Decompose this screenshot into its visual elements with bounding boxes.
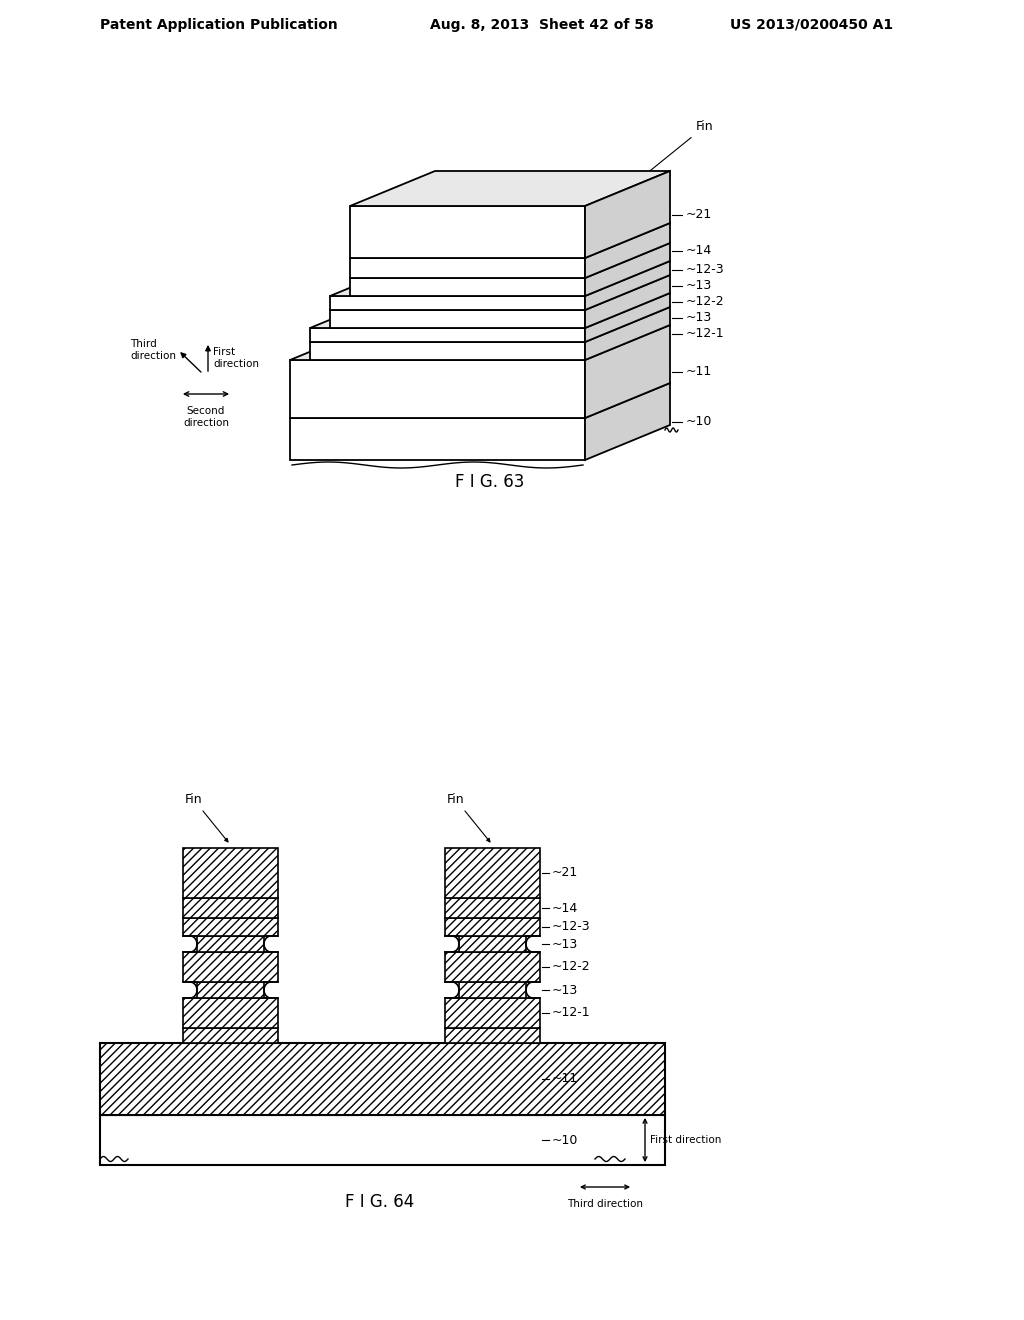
Polygon shape (350, 206, 585, 257)
Polygon shape (330, 296, 585, 310)
Polygon shape (183, 998, 278, 1028)
Polygon shape (585, 275, 670, 327)
Text: Fin: Fin (185, 793, 228, 842)
Text: US 2013/0200450 A1: US 2013/0200450 A1 (730, 18, 893, 32)
Text: ~11: ~11 (552, 1072, 579, 1085)
Polygon shape (330, 275, 670, 310)
Polygon shape (290, 360, 585, 418)
Polygon shape (310, 327, 585, 342)
Polygon shape (197, 936, 264, 952)
Text: ~13: ~13 (686, 279, 713, 292)
Polygon shape (310, 293, 670, 327)
Polygon shape (445, 952, 540, 982)
Text: First
direction: First direction (213, 347, 259, 368)
Polygon shape (350, 172, 670, 206)
Polygon shape (350, 257, 585, 279)
Text: ~12-2: ~12-2 (686, 294, 725, 308)
Polygon shape (330, 310, 585, 327)
Polygon shape (350, 279, 585, 296)
Polygon shape (445, 898, 540, 917)
Polygon shape (445, 998, 540, 1028)
Polygon shape (183, 917, 278, 936)
Polygon shape (310, 342, 585, 360)
Text: ~11: ~11 (686, 366, 713, 378)
Text: ~21: ~21 (552, 866, 579, 879)
Text: ~13: ~13 (552, 983, 579, 997)
Polygon shape (585, 261, 670, 310)
Polygon shape (585, 383, 670, 459)
Text: Aug. 8, 2013  Sheet 42 of 58: Aug. 8, 2013 Sheet 42 of 58 (430, 18, 653, 32)
Text: ~10: ~10 (686, 414, 713, 428)
Text: Fin: Fin (635, 120, 714, 183)
Polygon shape (585, 293, 670, 342)
Polygon shape (100, 1115, 665, 1166)
Polygon shape (459, 936, 526, 952)
Polygon shape (183, 898, 278, 917)
Text: ~12-3: ~12-3 (686, 263, 725, 276)
Text: Third
direction: Third direction (130, 339, 176, 360)
Text: ~21: ~21 (686, 209, 713, 220)
Polygon shape (183, 952, 278, 982)
Text: Third direction: Third direction (567, 1199, 643, 1209)
Text: F I G. 63: F I G. 63 (456, 473, 524, 491)
Polygon shape (350, 223, 670, 257)
Polygon shape (445, 1028, 540, 1043)
Text: ~14: ~14 (686, 244, 713, 257)
Polygon shape (290, 325, 670, 360)
Polygon shape (330, 261, 670, 296)
Text: ~10: ~10 (552, 1134, 579, 1147)
Text: ~12-1: ~12-1 (552, 1006, 591, 1019)
Text: Second
direction: Second direction (183, 407, 229, 428)
Polygon shape (310, 308, 670, 342)
Polygon shape (459, 982, 526, 998)
Text: F I G. 64: F I G. 64 (345, 1193, 415, 1210)
Text: ~13: ~13 (552, 937, 579, 950)
Polygon shape (350, 243, 670, 279)
Polygon shape (100, 1043, 665, 1115)
Polygon shape (585, 325, 670, 418)
Polygon shape (290, 383, 670, 418)
Polygon shape (183, 1028, 278, 1043)
Polygon shape (585, 172, 670, 257)
Polygon shape (585, 223, 670, 279)
Polygon shape (197, 982, 264, 998)
Polygon shape (585, 308, 670, 360)
Text: ~12-3: ~12-3 (552, 920, 591, 933)
Text: ~14: ~14 (552, 902, 579, 915)
Polygon shape (445, 917, 540, 936)
Polygon shape (585, 243, 670, 296)
Text: First direction: First direction (650, 1135, 721, 1144)
Text: ~12-1: ~12-1 (686, 327, 725, 341)
Polygon shape (445, 847, 540, 898)
Polygon shape (183, 847, 278, 898)
Text: ~12-2: ~12-2 (552, 961, 591, 974)
Polygon shape (290, 418, 585, 459)
Text: Fin: Fin (446, 793, 489, 842)
Text: Patent Application Publication: Patent Application Publication (100, 18, 338, 32)
Text: ~13: ~13 (686, 312, 713, 323)
